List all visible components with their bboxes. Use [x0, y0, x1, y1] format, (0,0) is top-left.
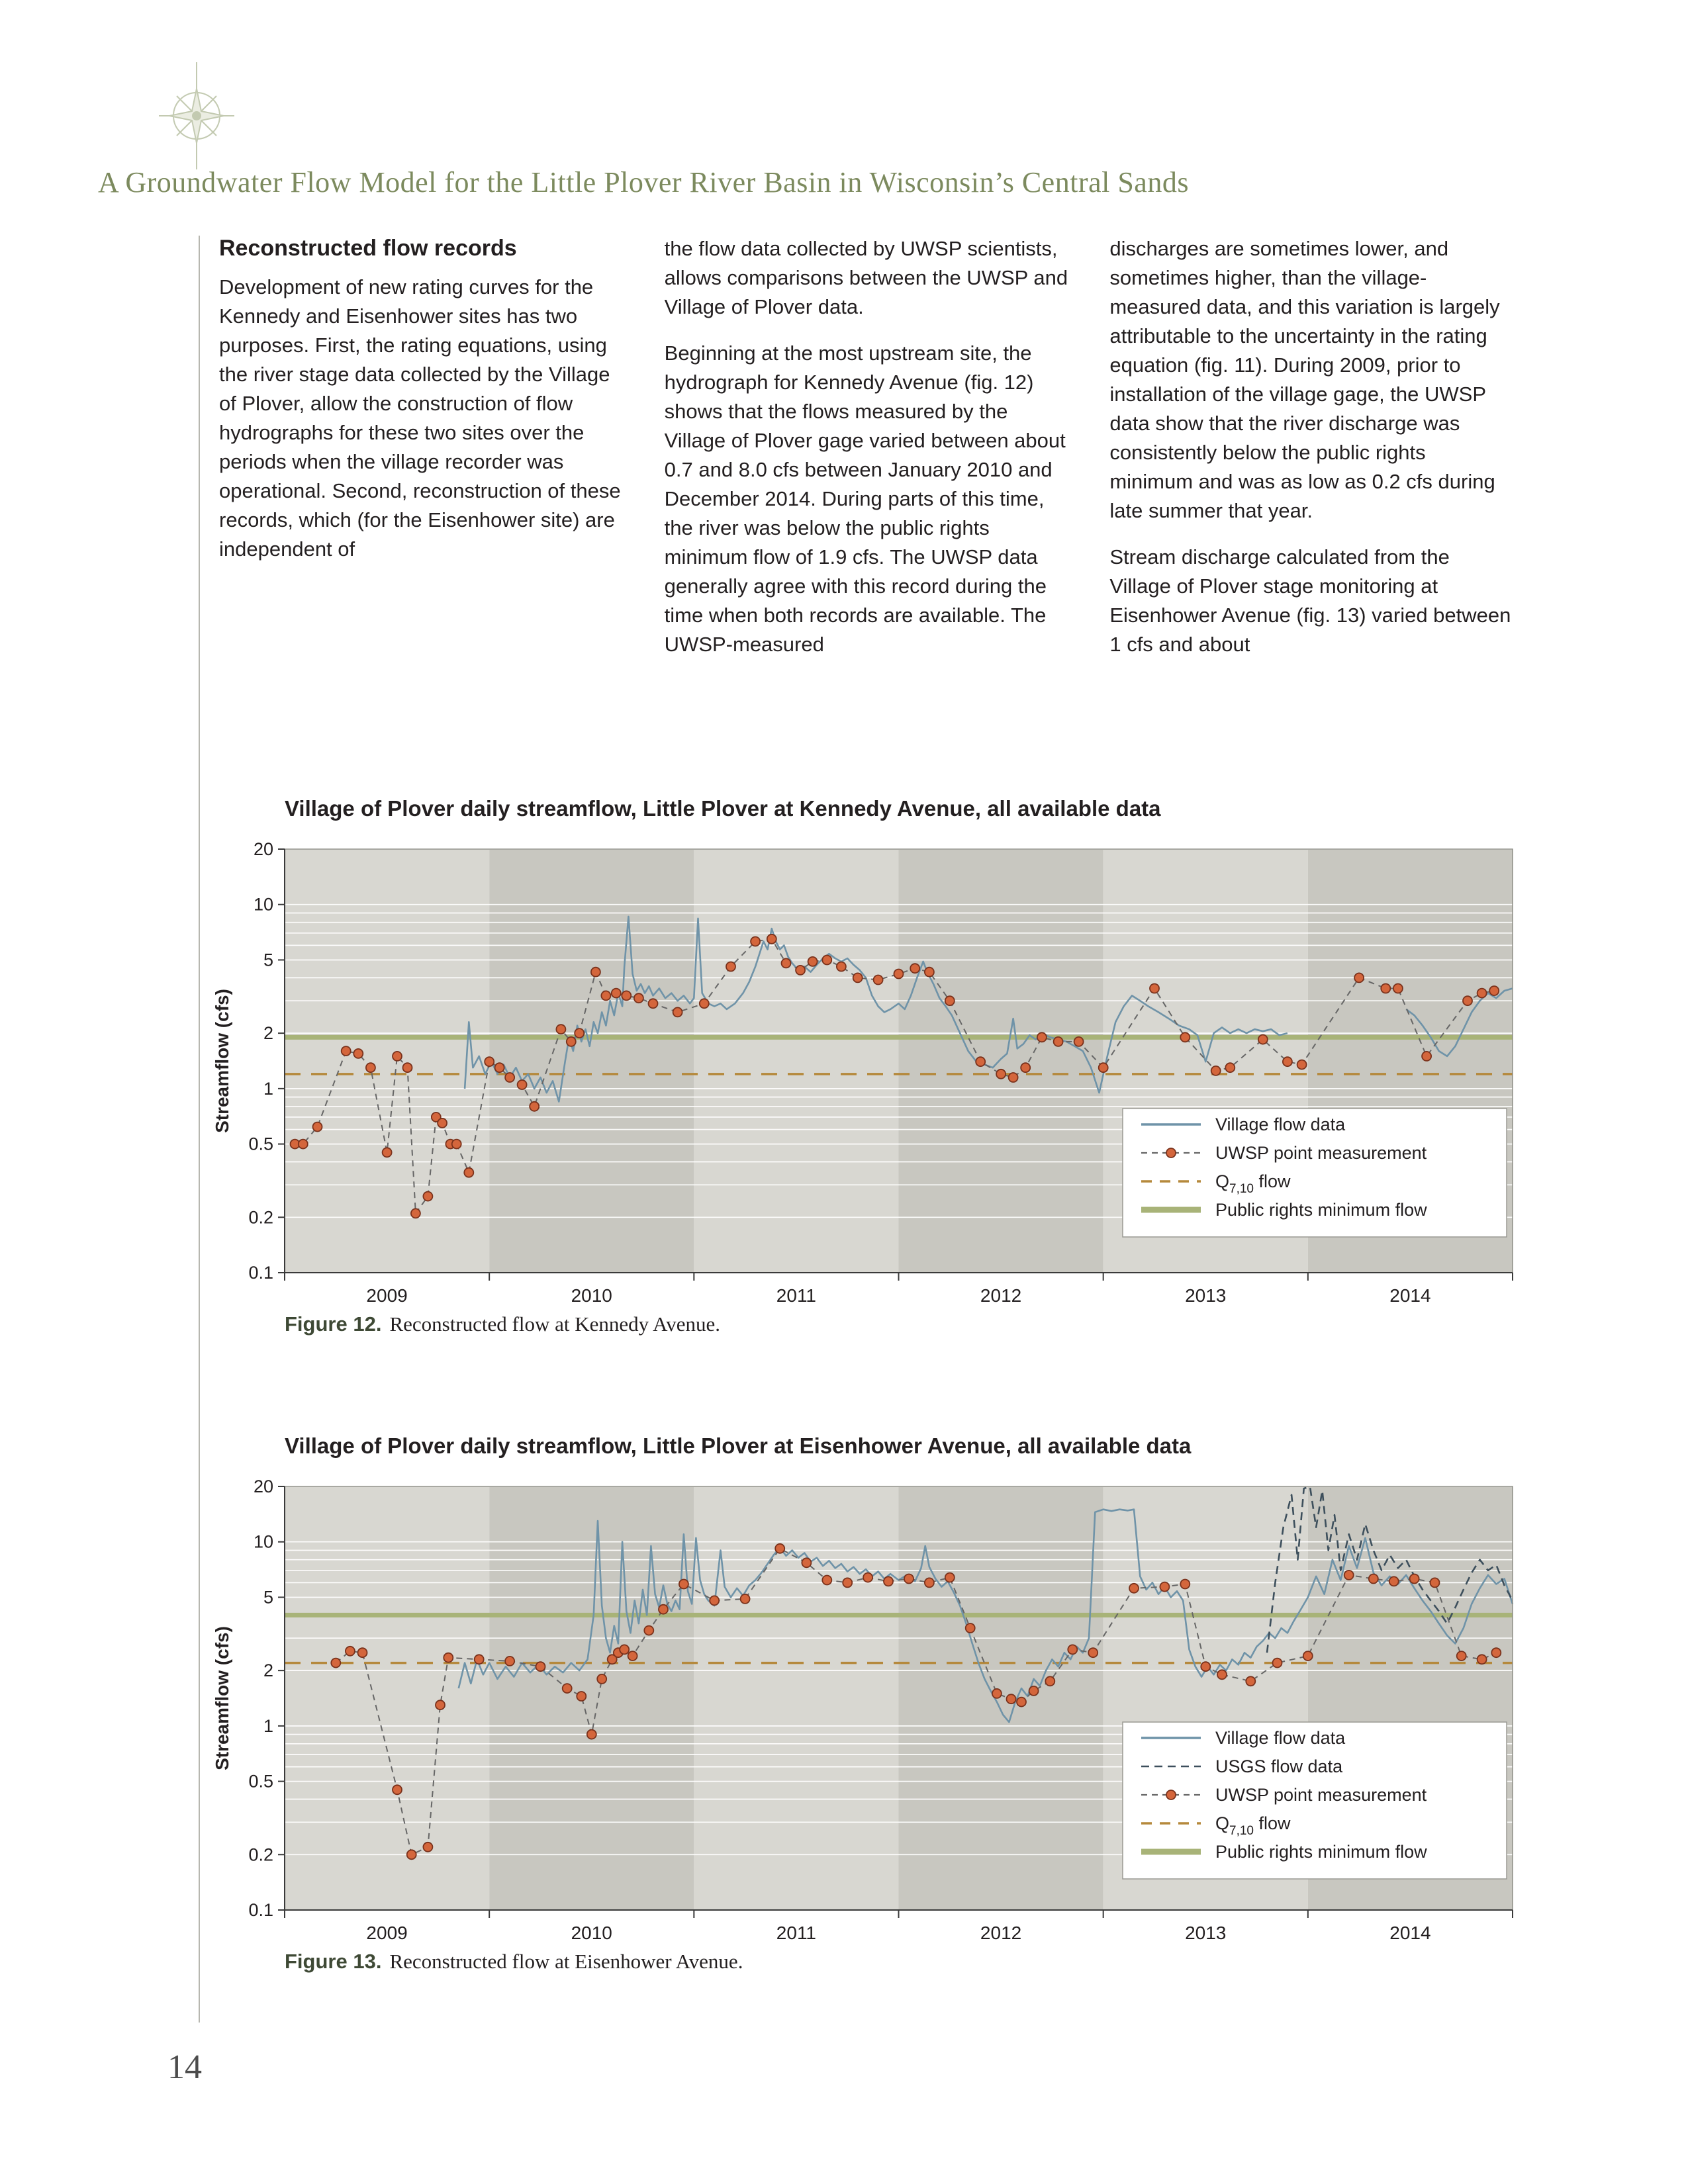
svg-text:2012: 2012 — [980, 1923, 1021, 1943]
svg-text:Village flow data: Village flow data — [1215, 1728, 1346, 1748]
svg-text:2: 2 — [263, 1661, 273, 1680]
svg-text:0.1: 0.1 — [248, 1263, 273, 1283]
figure-caption-label: Figure 13. — [285, 1950, 382, 1973]
svg-text:Public rights minimum flow: Public rights minimum flow — [1215, 1200, 1427, 1220]
figure-13: Village of Plover daily streamflow, Litt… — [202, 1433, 1532, 1974]
svg-text:UWSP point measurement: UWSP point measurement — [1215, 1785, 1427, 1805]
svg-text:2010: 2010 — [571, 1285, 612, 1306]
figure-caption: Figure 12. Reconstructed flow at Kennedy … — [285, 1312, 1532, 1336]
section-heading: Reconstructed flow records — [219, 236, 517, 261]
svg-text:Village flow data: Village flow data — [1215, 1115, 1346, 1134]
svg-text:5: 5 — [263, 950, 273, 970]
text-column-1: Reconstructed flow records Development o… — [219, 234, 624, 676]
paragraph: the flow data collected by UWSP scientis… — [664, 237, 1068, 318]
page-number: 14 — [167, 2048, 202, 2086]
text-column-3: discharges are sometimes lower, and some… — [1109, 234, 1514, 676]
svg-text:2009: 2009 — [366, 1285, 407, 1306]
svg-text:Q7,10 flow: Q7,10 flow — [1215, 1813, 1291, 1838]
svg-text:Streamflow (cfs): Streamflow (cfs) — [212, 1626, 232, 1770]
svg-text:20: 20 — [254, 839, 273, 859]
svg-text:2011: 2011 — [776, 1285, 816, 1306]
svg-text:Streamflow (cfs): Streamflow (cfs) — [212, 989, 232, 1133]
svg-text:2: 2 — [263, 1023, 273, 1043]
figure-12: Village of Plover daily streamflow, Litt… — [202, 796, 1532, 1336]
svg-text:UWSP point measurement: UWSP point measurement — [1215, 1143, 1427, 1163]
svg-text:0.1: 0.1 — [248, 1900, 273, 1920]
svg-text:2014: 2014 — [1389, 1285, 1430, 1306]
figure-caption: Figure 13. Reconstructed flow at Eisenhow… — [285, 1950, 1532, 1974]
svg-text:2010: 2010 — [571, 1923, 612, 1943]
paragraph: discharges are sometimes lower, and some… — [1109, 237, 1500, 522]
chart-title: Village of Plover daily streamflow, Litt… — [285, 796, 1161, 821]
svg-text:1: 1 — [263, 1079, 273, 1099]
svg-text:10: 10 — [254, 1532, 273, 1552]
svg-text:0.5: 0.5 — [248, 1772, 273, 1792]
svg-text:2013: 2013 — [1185, 1923, 1226, 1943]
svg-text:0.2: 0.2 — [248, 1207, 273, 1227]
chart-title: Village of Plover daily streamflow, Litt… — [285, 1433, 1192, 1458]
figure-caption-text: Reconstructed flow at Kennedy Avenue. — [389, 1312, 721, 1336]
figure-caption-label: Figure 12. — [285, 1312, 382, 1336]
svg-text:10: 10 — [254, 895, 273, 915]
svg-text:0.5: 0.5 — [248, 1134, 273, 1154]
svg-text:1: 1 — [263, 1716, 273, 1736]
svg-text:USGS flow data: USGS flow data — [1215, 1756, 1343, 1776]
svg-text:2013: 2013 — [1185, 1285, 1226, 1306]
figure-caption-text: Reconstructed flow at Eisenhower Avenue. — [389, 1950, 743, 1973]
svg-text:2011: 2011 — [776, 1923, 816, 1943]
svg-text:Q7,10 flow: Q7,10 flow — [1215, 1171, 1291, 1196]
svg-text:5: 5 — [263, 1587, 273, 1607]
paragraph: Beginning at the most upstream site, the… — [664, 341, 1066, 656]
svg-text:2012: 2012 — [980, 1285, 1021, 1306]
svg-text:0.2: 0.2 — [248, 1844, 273, 1864]
svg-text:Public rights minimum flow: Public rights minimum flow — [1215, 1842, 1427, 1862]
svg-text:20: 20 — [254, 1477, 273, 1496]
compass-rose-icon — [159, 62, 234, 169]
left-margin-rule — [199, 236, 200, 2023]
paragraph: Stream discharge calculated from the Vil… — [1109, 545, 1511, 656]
svg-text:2014: 2014 — [1389, 1923, 1430, 1943]
svg-text:2009: 2009 — [366, 1923, 407, 1943]
paragraph: Development of new rating curves for the… — [219, 275, 621, 561]
text-column-2: the flow data collected by UWSP scientis… — [665, 234, 1069, 676]
document-title: A Groundwater Flow Model for the Little … — [98, 166, 1189, 199]
body-text-columns: Reconstructed flow records Development o… — [219, 234, 1514, 676]
